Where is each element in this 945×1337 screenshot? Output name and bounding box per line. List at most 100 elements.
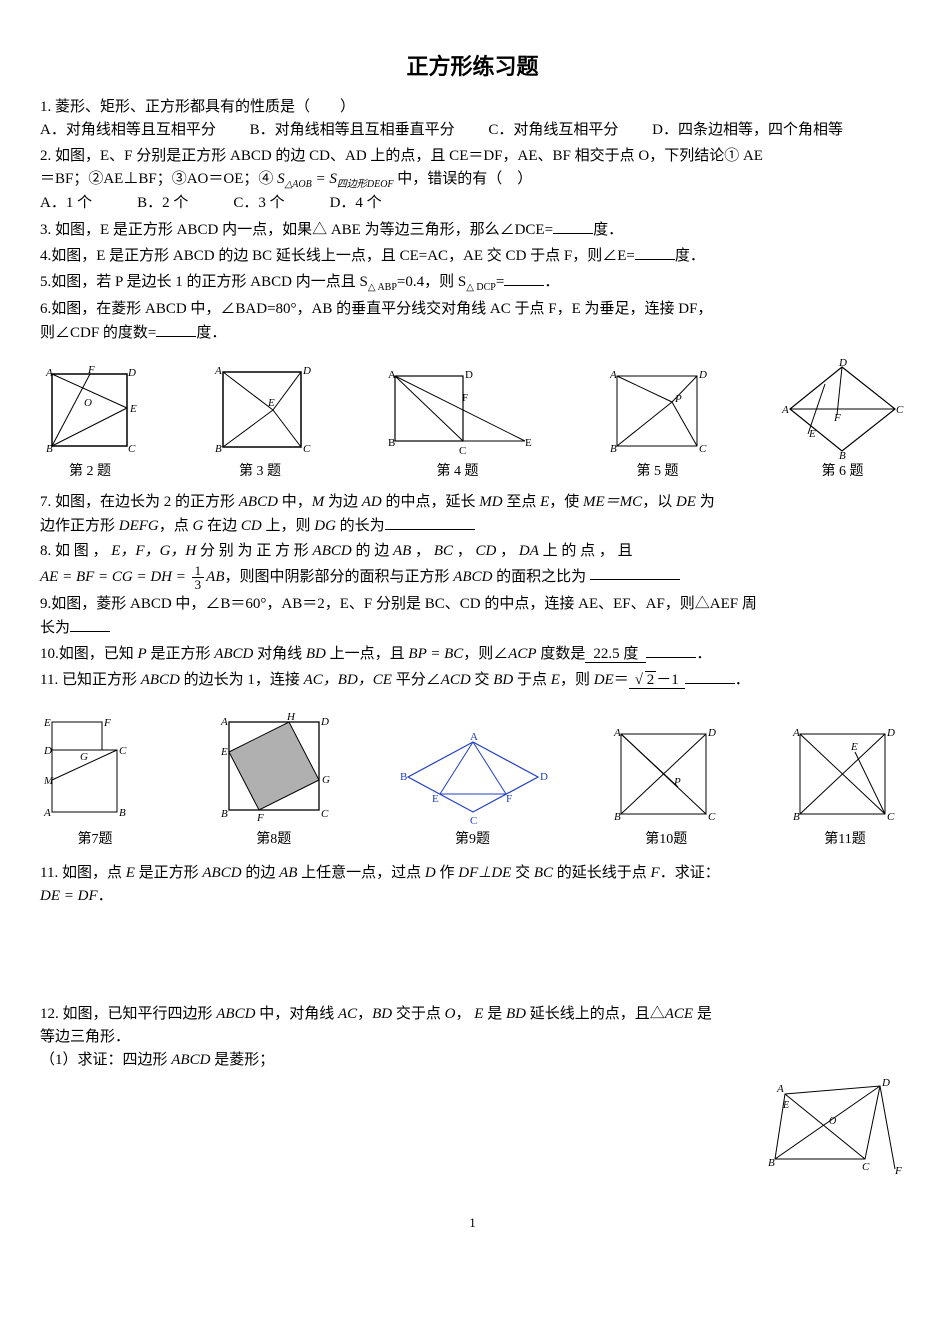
q2-line1a: 2. 如图，E、F 分别是正方形 ABCD 的边 CD、AD 上的点，且 CE＝…	[40, 148, 763, 164]
svg-text:E: E	[129, 403, 137, 415]
svg-text:D: D	[886, 727, 895, 739]
q7-l2d: 上，则	[262, 518, 315, 534]
q5-c: =	[496, 274, 504, 290]
svg-text:F: F	[833, 412, 841, 424]
q2-eq-left: S	[277, 171, 285, 187]
svg-text:C: C	[119, 745, 127, 757]
question-10: 10.如图，已知 P 是正方形 ABCD 对角线 BD 上一点，且 BP = B…	[40, 642, 905, 666]
svg-text:G: G	[80, 751, 88, 763]
svg-text:E: E	[220, 746, 228, 758]
q12-g: 延长线上的点，且△	[526, 1006, 665, 1022]
q8-b: 分 别 为 正 方 形	[196, 543, 312, 559]
q7-l2e: 的长为	[336, 518, 385, 534]
svg-text:E: E	[432, 793, 439, 805]
svg-text:D: D	[465, 369, 473, 381]
q2-eq-right-sub: 四边形DEOF	[337, 179, 394, 190]
q5-sub2: △ DCP	[466, 282, 496, 293]
svg-text:E: E	[525, 437, 532, 449]
svg-text:C: C	[128, 443, 136, 455]
q12-l2: 等边三角形．	[40, 1029, 130, 1045]
fig-q6-svg: D C A B E F	[780, 359, 905, 459]
q11-d: 平分∠	[392, 672, 441, 688]
fig-q11: A D E B C 第11题	[785, 722, 905, 851]
svg-text:F: F	[103, 717, 111, 729]
q7-f: ，使	[549, 494, 583, 510]
q10-f: 度数是	[537, 646, 586, 662]
svg-text:C: C	[896, 404, 904, 416]
q11p-c: 的边	[242, 865, 280, 881]
q7-g: ，以	[642, 494, 676, 510]
svg-text:B: B	[793, 811, 800, 823]
q11-f: 于点	[513, 672, 551, 688]
svg-text:D: D	[302, 365, 311, 377]
q8-c: 的 边	[352, 543, 393, 559]
question-3: 3. 如图，E 是正方形 ABCD 内一点，如果△ ABE 为等边三角形，那么∠…	[40, 218, 905, 242]
question-8: 8. 如 图 ， E，F，G，H 分 别 为 正 方 形 ABCD 的 边 AB…	[40, 540, 905, 590]
q6-blank	[156, 321, 196, 337]
page-number: 1	[40, 1213, 905, 1233]
q9-a: 9.如图，菱形 ABCD 中，∠B＝60°，AB＝2，E、F 分别是 BC、CD…	[40, 596, 757, 612]
q5-a: 5.如图，若 P 是边长 1 的正方形 ABCD 内一点且 S	[40, 274, 368, 290]
svg-text:E: E	[782, 1100, 789, 1111]
q11-ans: 2－1	[629, 672, 685, 689]
svg-text:C: C	[862, 1161, 870, 1173]
q8-frac: 13	[192, 564, 205, 591]
svg-text:B: B	[614, 811, 621, 823]
fig-q5-svg: A D P B C	[600, 364, 715, 459]
q11p-a: 11. 如图，点	[40, 865, 126, 881]
question-12: 12. 如图，已知平行四边形 ABCD 中，对角线 AC，BD 交于点 O， E…	[40, 1003, 905, 1073]
question-4: 4.如图，E 是正方形 ABCD 的边 BC 延长线上一点，且 CE=AC，AE…	[40, 244, 905, 268]
q6-b: 则∠CDF 的度数=	[40, 325, 156, 341]
svg-text:E: E	[850, 741, 858, 753]
svg-text:C: C	[470, 815, 477, 827]
fig-q8: A H D E G B F C 第8题	[209, 707, 339, 851]
q4-tail: 度．	[675, 248, 705, 264]
q12-e: ，	[456, 1006, 475, 1022]
q7-l2c: 在边	[203, 518, 241, 534]
q5-blank	[504, 270, 544, 286]
fig-q5: A D P B C 第 5 题	[600, 364, 715, 483]
q11-ans-b: －1	[656, 672, 679, 688]
q7-e: 至点	[503, 494, 541, 510]
fig-q9-svg: A B D C E F	[398, 732, 548, 827]
svg-text:B: B	[215, 443, 222, 455]
q11p-b: 是正方形	[135, 865, 203, 881]
q7-c: 为边	[324, 494, 362, 510]
svg-text:C: C	[321, 808, 329, 820]
q10-d: 上一点，且	[326, 646, 409, 662]
q11p-l2: DE = DF	[40, 888, 98, 904]
fig-q2-cap: 第 2 题	[40, 461, 140, 483]
q8-l2d: 的面积之比为	[492, 568, 590, 584]
fig-q7-cap: 第7题	[40, 829, 150, 851]
fig-q4: A D F B C E 第 4 题	[380, 364, 535, 483]
svg-text:A: A	[45, 367, 53, 379]
q3-blank	[553, 218, 593, 234]
svg-text:D: D	[698, 369, 707, 381]
q8-l2c: ，则图中阴影部分的面积与正方形	[224, 568, 453, 584]
fig-q9-cap: 第9题	[398, 829, 548, 851]
svg-text:A: A	[776, 1083, 784, 1095]
svg-text:A: A	[792, 727, 800, 739]
q11-b: 的边长为 1，连接	[180, 672, 304, 688]
q12-h: 是	[693, 1006, 712, 1022]
fig-q6: D C A B E F 第 6 题	[780, 359, 905, 483]
q8-l2a: AE = BF = CG = DH =	[40, 568, 190, 584]
question-7: 7. 如图，在边长为 2 的正方形 ABCD 中，M 为边 AD 的中点，延长 …	[40, 491, 905, 539]
q6-tail: 度．	[196, 325, 226, 341]
q10-ans: 22.5 度	[585, 646, 646, 663]
question-2: 2. 如图，E、F 分别是正方形 ABCD 的边 CD、AD 上的点，且 CE＝…	[40, 145, 905, 216]
q2-eq-sign: =	[316, 171, 330, 187]
q11p-f: 交	[511, 865, 534, 881]
svg-text:C: C	[708, 811, 716, 823]
svg-text:G: G	[322, 774, 330, 786]
svg-text:D: D	[320, 716, 329, 728]
svg-text:B: B	[388, 437, 395, 449]
question-5: 5.如图，若 P 是边长 1 的正方形 ABCD 内一点且 S△ ABP=0.4…	[40, 270, 905, 296]
svg-text:E: E	[43, 717, 51, 729]
q10-blank	[646, 642, 696, 658]
q1-stem: 1. 菱形、矩形、正方形都具有的性质是（ ）	[40, 99, 355, 115]
svg-text:F: F	[462, 392, 468, 404]
svg-text:C: C	[887, 811, 895, 823]
q11p-e: 作	[436, 865, 459, 881]
q5-tail: ．	[544, 274, 559, 290]
